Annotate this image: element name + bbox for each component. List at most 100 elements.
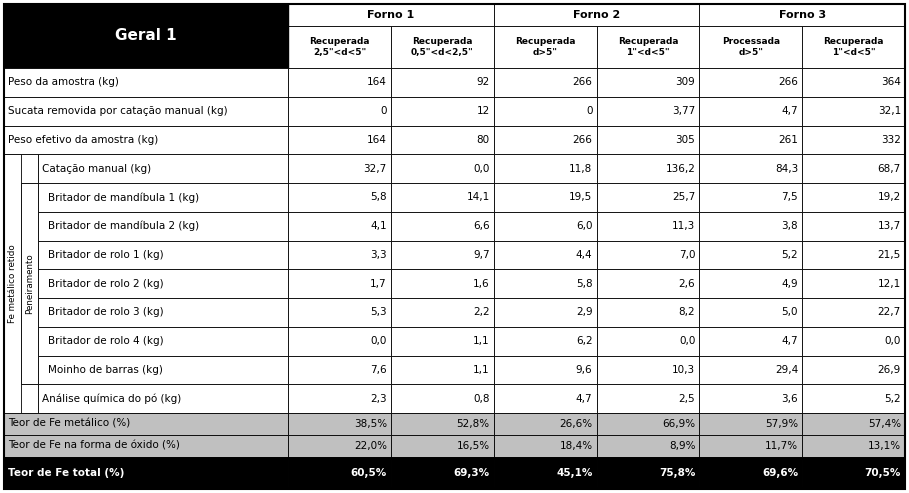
Text: Peso efetivo da amostra (kg): Peso efetivo da amostra (kg)	[8, 135, 158, 145]
Text: 3,6: 3,6	[782, 393, 798, 404]
Bar	[494, 457, 596, 489]
Text: 7,5: 7,5	[782, 192, 798, 202]
Bar	[21, 327, 38, 355]
Bar	[391, 435, 494, 457]
Bar	[596, 435, 699, 457]
Bar	[391, 384, 494, 413]
Bar	[288, 154, 391, 183]
Bar	[699, 126, 802, 154]
Bar	[494, 4, 699, 26]
Text: Processada
d>5": Processada d>5"	[722, 37, 780, 57]
Text: 1,1: 1,1	[473, 365, 490, 375]
Text: 0,0: 0,0	[679, 336, 695, 346]
Text: 52,8%: 52,8%	[456, 419, 490, 429]
Bar	[802, 68, 905, 97]
Text: Britador de rolo 4 (kg): Britador de rolo 4 (kg)	[48, 336, 164, 346]
Bar	[596, 298, 699, 327]
Text: 29,4: 29,4	[774, 365, 798, 375]
Bar	[699, 435, 802, 457]
Text: 4,9: 4,9	[782, 279, 798, 288]
Text: 69,6%: 69,6%	[762, 468, 798, 478]
Text: Moinho de barras (kg): Moinho de barras (kg)	[48, 365, 163, 375]
Text: 0,0: 0,0	[474, 164, 490, 174]
Bar	[596, 97, 699, 126]
Bar	[4, 384, 38, 413]
Text: 164: 164	[367, 135, 387, 145]
Bar	[494, 212, 596, 241]
Bar	[596, 154, 699, 183]
Bar	[391, 327, 494, 355]
Bar	[699, 68, 802, 97]
Text: 2,3: 2,3	[370, 393, 387, 404]
Bar	[288, 4, 494, 26]
Bar	[288, 97, 391, 126]
Bar	[802, 355, 905, 384]
Text: 12: 12	[476, 106, 490, 116]
Text: 164: 164	[367, 77, 387, 87]
Bar	[802, 384, 905, 413]
Text: Análise química do pó (kg): Análise química do pó (kg)	[42, 393, 181, 404]
Bar	[802, 413, 905, 435]
Bar	[802, 26, 905, 68]
Text: 1,7: 1,7	[370, 279, 387, 288]
Text: 6,2: 6,2	[576, 336, 593, 346]
Text: Britador de rolo 2 (kg): Britador de rolo 2 (kg)	[48, 279, 164, 288]
Bar	[494, 97, 596, 126]
Bar	[38, 154, 288, 183]
Bar	[699, 97, 802, 126]
Bar	[391, 126, 494, 154]
Text: 19,2: 19,2	[878, 192, 901, 202]
Text: 2,5: 2,5	[679, 393, 695, 404]
Bar	[4, 355, 21, 384]
Bar	[4, 269, 21, 298]
Bar	[596, 126, 699, 154]
Bar	[4, 154, 21, 413]
Bar	[38, 183, 288, 212]
Text: Britador de mandíbula 1 (kg): Britador de mandíbula 1 (kg)	[48, 192, 199, 203]
Bar	[699, 4, 905, 26]
Text: 18,4%: 18,4%	[559, 441, 593, 451]
Text: 32,1: 32,1	[878, 106, 901, 116]
Text: 45,1%: 45,1%	[556, 468, 593, 478]
Bar	[596, 241, 699, 269]
Bar	[21, 183, 38, 384]
Bar	[391, 97, 494, 126]
Bar	[391, 183, 494, 212]
Bar	[21, 212, 38, 241]
Text: Recuperada
1"<d<5": Recuperada 1"<d<5"	[824, 37, 884, 57]
Bar	[4, 154, 38, 183]
Text: 66,9%: 66,9%	[663, 419, 695, 429]
Bar	[699, 457, 802, 489]
Text: 26,9: 26,9	[878, 365, 901, 375]
Text: Geral 1: Geral 1	[115, 29, 177, 43]
Bar	[596, 269, 699, 298]
Text: 0,8: 0,8	[474, 393, 490, 404]
Text: Forno 3: Forno 3	[779, 10, 825, 20]
Bar	[4, 4, 288, 68]
Text: 5,8: 5,8	[370, 192, 387, 202]
Bar	[494, 355, 596, 384]
Text: 6,6: 6,6	[473, 221, 490, 231]
Text: 0: 0	[380, 106, 387, 116]
Text: 11,8: 11,8	[569, 164, 593, 174]
Text: 0,0: 0,0	[884, 336, 901, 346]
Bar	[596, 26, 699, 68]
Bar	[699, 355, 802, 384]
Text: 3,77: 3,77	[672, 106, 695, 116]
Bar	[802, 269, 905, 298]
Bar	[38, 4, 288, 26]
Text: 5,2: 5,2	[782, 250, 798, 260]
Text: Teor de Fe na forma de óxido (%): Teor de Fe na forma de óxido (%)	[8, 441, 180, 451]
Bar	[699, 154, 802, 183]
Text: 21,5: 21,5	[878, 250, 901, 260]
Bar	[494, 126, 596, 154]
Bar	[494, 269, 596, 298]
Bar	[288, 241, 391, 269]
Bar	[391, 212, 494, 241]
Bar	[288, 457, 391, 489]
Bar	[494, 435, 596, 457]
Bar	[21, 355, 38, 384]
Bar	[21, 269, 38, 298]
Text: 1,1: 1,1	[473, 336, 490, 346]
Text: Britador de rolo 1 (kg): Britador de rolo 1 (kg)	[48, 250, 164, 260]
